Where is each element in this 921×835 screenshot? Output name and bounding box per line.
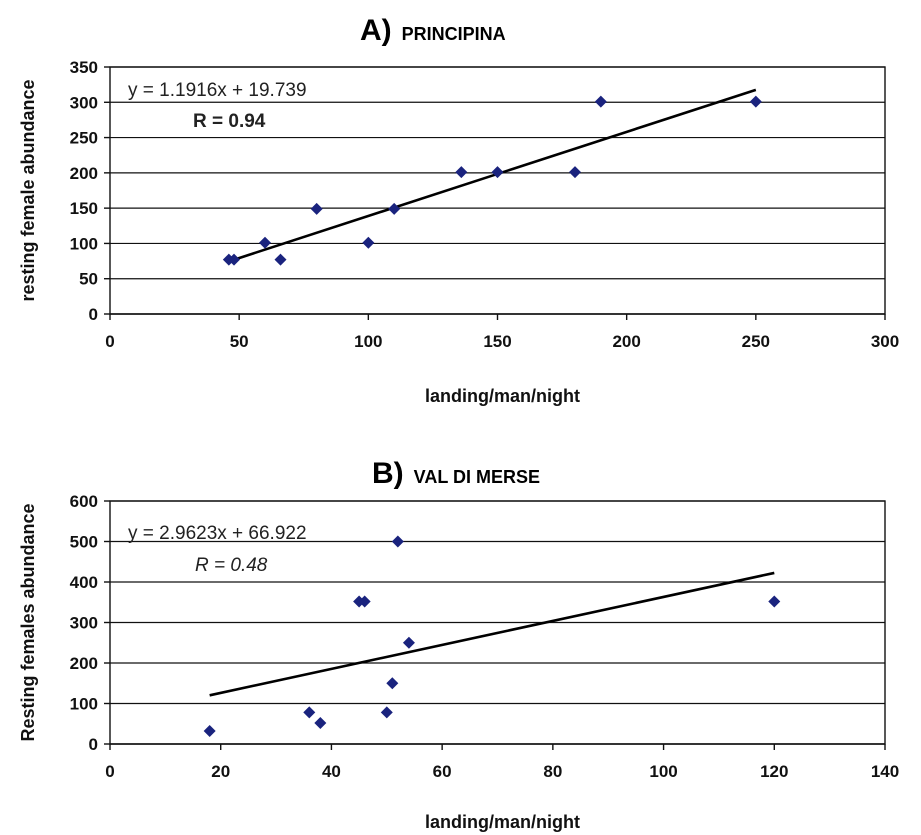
data-point <box>358 595 371 608</box>
data-point <box>386 677 399 690</box>
x-tick-label: 0 <box>105 762 114 781</box>
trendline-equation: y = 1.1916x + 19.739 <box>128 80 307 101</box>
chart-title: A) PRINCIPINA <box>360 14 506 47</box>
data-point <box>274 253 287 266</box>
y-tick-label: 300 <box>70 93 98 112</box>
data-point <box>259 236 271 249</box>
y-tick-label: 0 <box>89 735 98 754</box>
x-tick-label: 250 <box>742 332 770 351</box>
data-point <box>569 166 581 179</box>
y-tick-label: 200 <box>70 164 98 183</box>
x-tick-label: 20 <box>211 762 230 781</box>
x-tick-label: 40 <box>322 762 341 781</box>
y-tick-label: 100 <box>70 695 98 714</box>
data-point <box>749 95 762 108</box>
correlation-r-value: R = 0.48 <box>195 555 268 576</box>
chart-title-name: PRINCIPINA <box>402 24 506 44</box>
x-axis-label: landing/man/night <box>425 386 580 406</box>
chart-title-letter: A) <box>360 14 392 47</box>
x-tick-label: 150 <box>483 332 511 351</box>
y-tick-label: 150 <box>70 199 98 218</box>
data-point <box>402 636 415 649</box>
x-tick-label: 60 <box>433 762 452 781</box>
data-point <box>768 595 781 608</box>
x-tick-label: 100 <box>354 332 382 351</box>
y-tick-label: 350 <box>70 58 98 77</box>
x-tick-label: 300 <box>871 332 899 351</box>
y-tick-label: 300 <box>70 614 98 633</box>
y-tick-label: 50 <box>79 270 98 289</box>
data-point <box>228 253 240 266</box>
data-point <box>594 95 607 108</box>
x-tick-label: 140 <box>871 762 899 781</box>
correlation-r-value: R = 0.94 <box>193 111 266 132</box>
chart-title-letter: B) <box>372 457 404 490</box>
trendline <box>209 571 775 697</box>
x-tick-label: 200 <box>612 332 640 351</box>
x-tick-label: 80 <box>543 762 562 781</box>
x-axis-label: landing/man/night <box>425 812 580 832</box>
x-tick-label: 50 <box>230 332 249 351</box>
plot-area-frame <box>109 500 886 745</box>
y-tick-label: 400 <box>70 573 98 592</box>
y-tick-label: 100 <box>70 234 98 253</box>
chart-a: 0 50 100 150 200 250 300 350 0 50 100 150 200 250 300 A… <box>18 14 899 406</box>
y-tick-label: 600 <box>70 492 98 511</box>
data-point <box>310 202 323 215</box>
y-axis-label: Resting females abundance <box>18 503 38 741</box>
data-point <box>303 706 316 719</box>
data-point <box>362 236 375 249</box>
data-point <box>203 725 216 738</box>
y-tick-label: 250 <box>70 129 98 148</box>
x-tick-label: 0 <box>105 332 114 351</box>
x-tick-label: 100 <box>649 762 677 781</box>
data-point <box>380 706 393 719</box>
y-axis-label: resting female abundance <box>18 79 38 301</box>
data-point <box>455 166 468 179</box>
plot-area-frame <box>109 66 886 315</box>
x-tick-label: 120 <box>760 762 788 781</box>
chart-title: B) VAL DI MERSE <box>372 457 540 490</box>
y-tick-label: 0 <box>89 305 98 324</box>
data-point <box>314 716 327 729</box>
y-tick-label: 500 <box>70 533 98 552</box>
y-tick-label: 200 <box>70 654 98 673</box>
data-point <box>491 166 504 179</box>
trendline-equation: y = 2.9623x + 66.922 <box>128 523 307 544</box>
chart-title-name: VAL DI MERSE <box>414 467 540 487</box>
data-point <box>388 202 401 215</box>
chart-b: 0 100 200 300 400 500 600 0 20 40 60 80 100 120 140 B) V… <box>18 457 899 832</box>
data-point <box>391 535 404 548</box>
